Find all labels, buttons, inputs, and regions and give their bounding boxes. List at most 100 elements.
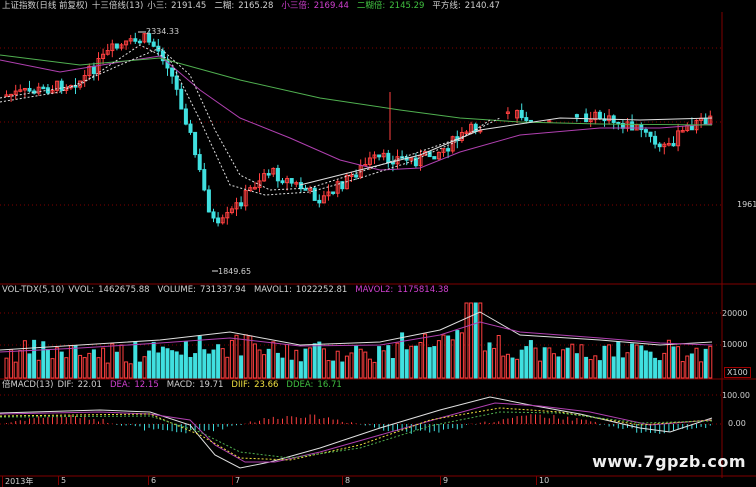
volume-bar-8 — [41, 341, 46, 379]
candle-body-13 — [64, 87, 69, 91]
volume-bar-78 — [363, 351, 368, 379]
volume-bar-89 — [413, 345, 418, 379]
macd-axis-0: 0.00 — [728, 419, 746, 428]
volume-bar-124 — [574, 353, 579, 379]
volume-bar-40 — [188, 356, 193, 379]
volume-bar-26 — [124, 361, 129, 379]
candle-body-61 — [285, 178, 290, 184]
volume-bar-109 — [505, 353, 510, 379]
volume-bar-63 — [294, 349, 299, 379]
candle-body-76 — [354, 174, 359, 178]
volume-bar-84 — [390, 358, 395, 379]
ma-line-white-dotted-2 — [0, 44, 491, 196]
volume-label: VOLUME: — [157, 285, 196, 295]
dif-value: 22.01 — [77, 380, 102, 390]
macd-dea-line — [0, 402, 713, 463]
volume-bar-11 — [55, 347, 60, 379]
volume-bar-127 — [588, 359, 593, 379]
volume-bar-120 — [556, 356, 561, 379]
volume-bar-13 — [64, 357, 69, 379]
candle-body-60 — [280, 180, 285, 184]
volume-bar-147 — [680, 361, 685, 379]
candle-body-4 — [22, 87, 27, 91]
volume-bar-137 — [634, 344, 639, 379]
volume-bar-28 — [133, 341, 138, 379]
candle-body-102 — [473, 123, 478, 132]
dif-label: DIF: — [57, 380, 74, 390]
volume-bar-25 — [119, 344, 124, 379]
volume-bar-103 — [478, 302, 483, 379]
indicator-name: 十三倍线(13) — [91, 1, 144, 11]
volume-bar-125 — [579, 344, 584, 379]
volume-bar-99 — [459, 332, 464, 379]
volume-bar-126 — [584, 356, 589, 379]
candle-body-53 — [248, 187, 253, 192]
volume-bar-35 — [165, 348, 170, 379]
volume-bar-107 — [496, 335, 501, 379]
candle-body-24 — [114, 43, 119, 49]
candle-body-44 — [206, 189, 211, 213]
volume-bar-85 — [395, 342, 400, 379]
volume-bar-149 — [689, 353, 694, 379]
candle-body-26 — [124, 40, 129, 46]
macd-header: 倍MACD(13) DIF: 22.01 DEA: 12.15 MACD: 19.71 DII… — [2, 380, 350, 391]
volume-bar-98 — [455, 330, 460, 379]
volume-bar-49 — [229, 339, 234, 379]
candle-body-93 — [432, 156, 437, 160]
volume-bar-23 — [110, 343, 115, 379]
volume-bar-16 — [78, 354, 83, 379]
volume-bar-96 — [446, 335, 451, 379]
volume-bar-7 — [36, 359, 41, 379]
vol-unit-badge: X100 — [724, 367, 751, 378]
macd-axis-100: 100.00 — [722, 391, 750, 400]
ddea-value: 16.71 — [317, 380, 342, 390]
volume-bar-105 — [487, 342, 492, 379]
candle-body-80 — [372, 154, 377, 159]
volume-bar-39 — [183, 341, 188, 379]
candle-body-127 — [588, 119, 593, 123]
volume-bar-102 — [473, 302, 478, 379]
volume-bar-130 — [602, 345, 607, 379]
volume-bar-21 — [101, 347, 106, 379]
ma-line-green — [0, 54, 713, 126]
m1-label: 小三: — [147, 1, 168, 11]
volume-bar-42 — [197, 335, 202, 379]
volume-bar-45 — [211, 349, 216, 379]
chart-title: 上证指数(日线 前复权) — [2, 1, 88, 11]
volume-bar-75 — [349, 352, 354, 379]
volume-bar-95 — [441, 334, 446, 379]
volume-bar-58 — [271, 341, 276, 379]
volume-bar-76 — [354, 345, 359, 379]
volume-bar-29 — [137, 361, 142, 379]
candle-body-64 — [298, 182, 303, 190]
volume-bar-70 — [326, 360, 331, 379]
candle-body-72 — [335, 181, 340, 194]
volume-bar-14 — [68, 345, 73, 379]
volume-bar-133 — [616, 341, 621, 379]
volume-bar-79 — [367, 358, 372, 379]
volume-bar-129 — [597, 360, 602, 379]
low-price-label: 1849.65 — [218, 267, 252, 276]
candle-body-92 — [427, 151, 432, 158]
candle-body-81 — [377, 154, 382, 158]
candle-body-124 — [574, 114, 579, 118]
candle-body-2 — [13, 90, 18, 95]
candle-body-19 — [91, 65, 96, 74]
volume-bar-113 — [524, 346, 529, 379]
candle-body-140 — [648, 131, 653, 137]
candle-body-101 — [469, 123, 474, 133]
candle-body-29 — [137, 40, 142, 44]
candle-body-1 — [9, 93, 14, 97]
date-axis-label-6: 10 — [536, 476, 549, 485]
volume-bar-1 — [9, 349, 14, 379]
volume-value: 731337.94 — [199, 285, 246, 295]
m5-label: 平方线: — [432, 1, 461, 11]
candle-body-65 — [303, 188, 308, 191]
date-axis-label-3: 7 — [232, 476, 240, 485]
candle-body-58 — [271, 167, 276, 175]
volume-bar-135 — [625, 352, 630, 379]
volume-bar-150 — [694, 347, 699, 379]
volume-bar-27 — [128, 363, 133, 379]
volume-bar-97 — [450, 339, 455, 379]
